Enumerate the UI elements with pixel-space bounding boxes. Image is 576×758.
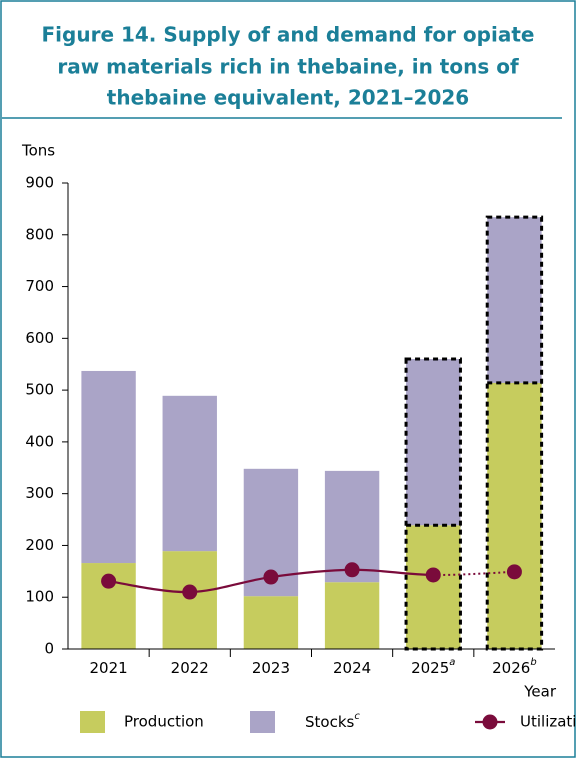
x-tick-label: 2026b [492,657,537,677]
legend-name: Stocks [305,713,355,731]
production-bar [406,525,461,649]
y-tick-label: 500 [25,381,54,399]
legend-label: Production [124,713,204,731]
x-tick-label: 2021 [89,659,127,677]
y-tick-label: 800 [25,225,54,243]
category-name: 2026 [492,659,530,677]
category-name: 2023 [252,659,290,677]
y-tick-label: 0 [44,640,54,658]
production-bar [162,551,217,649]
y-tick-label: 300 [25,484,54,502]
utilization-marker [425,567,441,583]
y-axis-label: Tons [21,142,55,160]
category-note: b [530,657,536,668]
legend-label: Utilization [520,713,576,731]
utilization-marker [182,584,198,600]
x-tick-label: 2025a [411,657,455,677]
chart-title: thebaine equivalent, 2021–2026 [107,86,469,110]
x-axis-label: Year [523,683,557,701]
category-name: 2024 [333,659,371,677]
utilization-marker [344,562,360,578]
y-tick-label: 900 [25,174,54,192]
y-tick-label: 600 [25,329,54,347]
utilization-marker [263,569,279,585]
stocks-bar [406,359,461,526]
legend-swatch [80,711,105,733]
category-name: 2022 [171,659,209,677]
legend-note: c [354,711,360,722]
y-tick-label: 700 [25,277,54,295]
category-name: 2021 [89,659,127,677]
utilization-marker [101,573,117,589]
category-name: 2025 [411,659,449,677]
legend-label: Stocksc [305,711,360,731]
production-bar [487,382,542,649]
x-tick-label: 2024 [333,659,371,677]
chart-title: raw materials rich in thebaine, in tons … [57,55,519,79]
category-note: a [449,657,455,668]
production-bar [243,596,299,649]
y-tick-label: 100 [25,588,54,606]
chart-title: Figure 14. Supply of and demand for opia… [42,23,535,47]
stocks-bar [487,217,542,383]
x-tick-label: 2023 [252,659,290,677]
utilization-marker [506,564,522,580]
production-bar [324,582,380,649]
y-tick-label: 400 [25,432,54,450]
stocks-bar [162,395,217,552]
x-tick-label: 2022 [171,659,209,677]
legend-swatch [250,711,275,733]
y-tick-label: 200 [25,536,54,554]
stocks-bar [81,370,136,564]
legend-marker [482,714,498,730]
